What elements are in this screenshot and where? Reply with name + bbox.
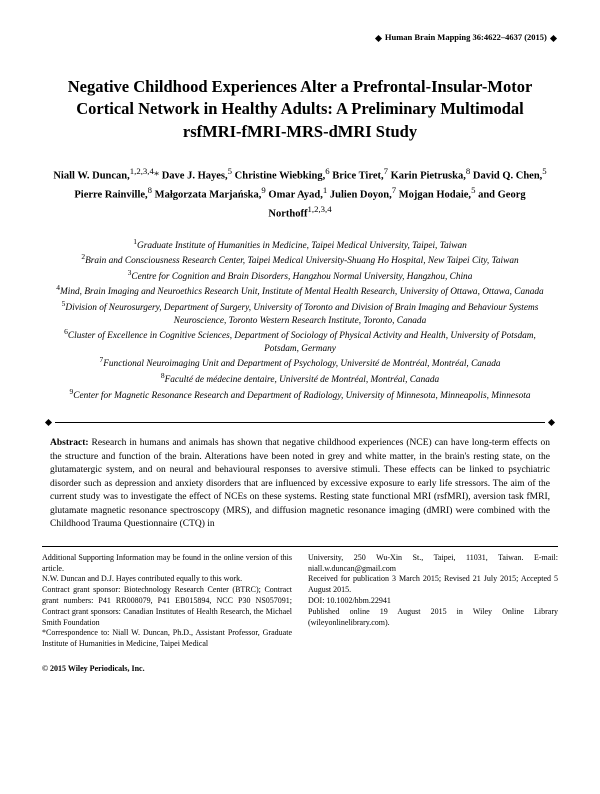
copyright: © 2015 Wiley Periodicals, Inc. [42, 664, 558, 673]
affiliation-list: 1Graduate Institute of Humanities in Med… [48, 237, 552, 403]
divider [42, 420, 558, 425]
article-title: Negative Childhood Experiences Alter a P… [66, 76, 534, 143]
abstract-label: Abstract: [50, 438, 89, 448]
running-header-text: Human Brain Mapping 36:4622–4637 (2015) [385, 32, 547, 42]
abstract: Abstract: Research in humans and animals… [50, 437, 550, 531]
author-list: Niall W. Duncan,1,2,3,4* Dave J. Hayes,5… [52, 165, 548, 223]
footer-right: University, 250 Wu-Xin St., Taipei, 1103… [308, 553, 558, 650]
footer-rule [42, 546, 558, 547]
footer-columns: Additional Supporting Information may be… [42, 553, 558, 650]
diamond-icon [548, 419, 555, 426]
diamond-icon [375, 35, 382, 42]
diamond-icon [45, 419, 52, 426]
running-header: Human Brain Mapping 36:4622–4637 (2015) [42, 32, 558, 42]
diamond-icon [550, 35, 557, 42]
footer-left: Additional Supporting Information may be… [42, 553, 292, 650]
abstract-text: Research in humans and animals has shown… [50, 438, 550, 529]
